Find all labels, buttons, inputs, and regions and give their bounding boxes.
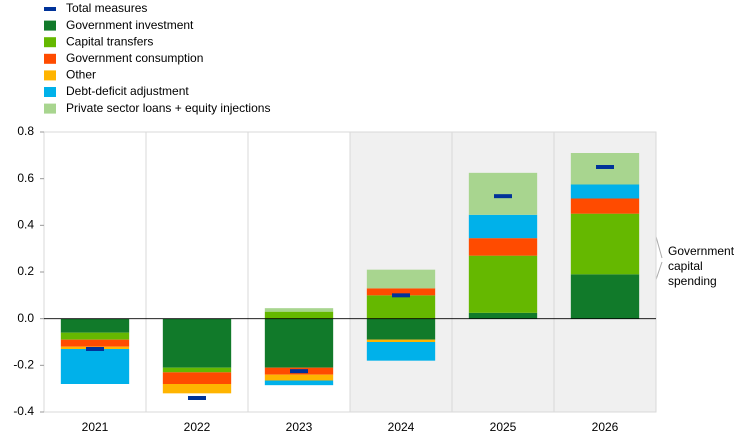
bar-segment xyxy=(366,269,436,289)
bar-segment xyxy=(264,318,334,368)
y-tick-label: 0.8 xyxy=(17,124,34,138)
legend-swatch xyxy=(44,70,56,81)
x-tick-label: 2023 xyxy=(286,420,313,434)
total-marker xyxy=(188,396,206,400)
x-tick-label: 2024 xyxy=(388,420,415,434)
y-tick-label: 0.2 xyxy=(17,264,34,278)
bar-segment xyxy=(366,288,436,296)
bar-segment xyxy=(162,367,232,373)
bar-segment xyxy=(60,349,130,384)
total-marker xyxy=(392,293,410,298)
bar-segment xyxy=(162,372,232,384)
bar-segment xyxy=(162,384,232,394)
bar-segment xyxy=(264,380,334,386)
bar-segment xyxy=(60,318,130,333)
bar-segment xyxy=(264,308,334,312)
bar-segment xyxy=(570,213,640,275)
legend-label: Capital transfers xyxy=(66,34,153,48)
bar-segment xyxy=(366,339,436,342)
bar-segment xyxy=(264,374,334,381)
y-tick-label: 0.6 xyxy=(17,171,34,185)
bar-segment xyxy=(468,214,538,239)
total-marker xyxy=(596,165,614,169)
legend-swatch xyxy=(44,53,56,64)
bar-segment xyxy=(264,311,334,319)
bar-segment xyxy=(60,339,130,347)
total-marker xyxy=(290,369,308,374)
annotation: Government capital spending xyxy=(668,244,735,288)
bar-segment xyxy=(162,318,232,368)
bar-segment xyxy=(468,312,538,319)
legend-swatch xyxy=(44,37,56,48)
y-tick-label: -0.2 xyxy=(13,358,34,372)
bar-segment xyxy=(366,318,436,340)
bar-segment xyxy=(468,238,538,256)
bar-segment xyxy=(366,295,436,319)
x-tick-label: 2021 xyxy=(82,420,109,434)
bar-segment xyxy=(468,172,538,215)
bar-segment xyxy=(570,274,640,319)
legend-swatch xyxy=(44,87,56,97)
legend-label: Debt-deficit adjustment xyxy=(66,84,189,98)
x-tick-label: 2026 xyxy=(592,420,619,434)
legend-swatch xyxy=(44,103,56,114)
y-tick-label: 0.4 xyxy=(17,218,34,232)
legend-swatch xyxy=(44,7,56,11)
total-marker xyxy=(494,194,512,199)
x-tick-label: 2025 xyxy=(490,420,517,434)
bar-segment xyxy=(570,198,640,214)
total-marker xyxy=(86,347,104,351)
legend-label: Private sector loans + equity injections xyxy=(66,101,270,115)
legend-label: Government consumption xyxy=(66,51,203,65)
x-tick-label: 2022 xyxy=(184,420,211,434)
legend-label: Government investment xyxy=(66,18,194,32)
y-tick-label: -0.4 xyxy=(13,404,34,418)
legend-swatch xyxy=(44,20,56,31)
legend-label: Other xyxy=(66,68,96,82)
bar-segment xyxy=(60,332,130,340)
legend-label: Total measures xyxy=(66,1,147,15)
bar-segment xyxy=(468,255,538,313)
bar-segment xyxy=(366,342,436,361)
bar-segment xyxy=(570,184,640,199)
y-tick-label: 0.0 xyxy=(17,311,34,325)
